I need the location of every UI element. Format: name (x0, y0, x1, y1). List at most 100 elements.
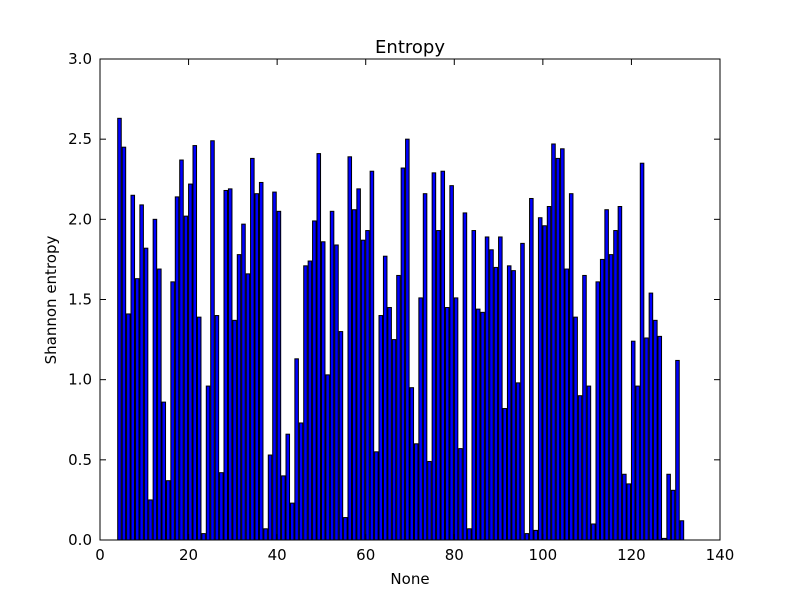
bar (374, 451, 379, 541)
bar (400, 167, 406, 541)
bar (325, 374, 330, 541)
bar (657, 335, 663, 541)
bar (635, 385, 640, 541)
bar (591, 523, 596, 541)
bar (148, 499, 153, 541)
bar (498, 236, 503, 541)
bar (644, 337, 649, 541)
y-tick-label: 0.5 (68, 451, 92, 469)
bar (489, 249, 494, 541)
bar (241, 223, 246, 541)
bar (582, 274, 587, 541)
bar (440, 170, 446, 541)
bar (599, 258, 605, 541)
bar (453, 297, 459, 541)
bar (157, 268, 162, 541)
bar (436, 230, 441, 541)
bar (480, 311, 485, 541)
bar (170, 281, 175, 541)
bar (564, 268, 570, 541)
bar (174, 196, 180, 541)
bar (511, 270, 516, 541)
bar (183, 215, 189, 541)
bar (617, 206, 623, 541)
bar (192, 145, 198, 541)
bar (613, 230, 618, 541)
bar (281, 475, 286, 541)
bar (595, 281, 601, 541)
x-tick-label: 20 (179, 546, 198, 564)
y-tick-label: 1.0 (68, 371, 92, 389)
x-axis-label: None (390, 570, 429, 588)
bar (560, 148, 565, 541)
bar (449, 185, 454, 541)
bar (396, 274, 401, 541)
bar (608, 254, 614, 541)
y-tick-label: 2.5 (68, 130, 92, 148)
bar (338, 331, 344, 541)
bar (462, 212, 468, 541)
bar (515, 382, 521, 541)
bar (298, 422, 304, 541)
bar (622, 473, 627, 541)
bar (378, 315, 384, 541)
bar (165, 480, 171, 541)
bar (382, 255, 388, 541)
bar (586, 385, 592, 541)
bar (263, 528, 268, 541)
bar (418, 297, 423, 541)
bar (431, 172, 437, 541)
x-axis: 0 20 40 60 80 100 120 140 (95, 59, 734, 564)
bar (152, 218, 158, 541)
bar (245, 273, 251, 541)
bar (179, 159, 184, 541)
bar (294, 358, 299, 541)
bar (573, 316, 578, 541)
bar (484, 236, 490, 541)
bar (223, 189, 229, 541)
x-tick-label: 0 (95, 546, 105, 564)
bar (409, 387, 415, 541)
bar (196, 316, 202, 541)
bar (626, 483, 632, 541)
bar (161, 401, 167, 541)
bar (529, 197, 534, 541)
bar (343, 517, 348, 541)
y-tick-label: 2.0 (68, 210, 92, 228)
chart-title: Entropy (375, 37, 445, 58)
bar (267, 454, 273, 541)
bar (188, 183, 193, 541)
bar (307, 260, 313, 541)
bar (250, 157, 255, 541)
bar (648, 292, 654, 541)
bar (205, 385, 211, 541)
x-tick-label: 80 (445, 546, 464, 564)
bar (387, 307, 392, 541)
bar (303, 265, 308, 541)
bar (351, 209, 357, 541)
y-tick-label: 0.0 (68, 531, 92, 549)
bar (524, 533, 530, 541)
bar (639, 162, 645, 541)
bar (236, 254, 242, 541)
bar (285, 433, 291, 541)
bar (227, 188, 233, 541)
bar (117, 117, 122, 541)
x-tick-label: 40 (268, 546, 287, 564)
bar (542, 225, 547, 541)
bar (320, 241, 326, 541)
bar (232, 319, 237, 541)
bar (493, 266, 499, 541)
bar (360, 239, 366, 541)
bar (506, 265, 512, 541)
bar (126, 313, 131, 541)
bar (413, 443, 419, 541)
bar (471, 230, 477, 541)
bar (121, 146, 127, 541)
bar (272, 191, 277, 541)
bar (369, 170, 375, 541)
bar (201, 533, 206, 541)
bar (347, 156, 353, 541)
bar (258, 181, 264, 541)
bar (604, 209, 609, 541)
